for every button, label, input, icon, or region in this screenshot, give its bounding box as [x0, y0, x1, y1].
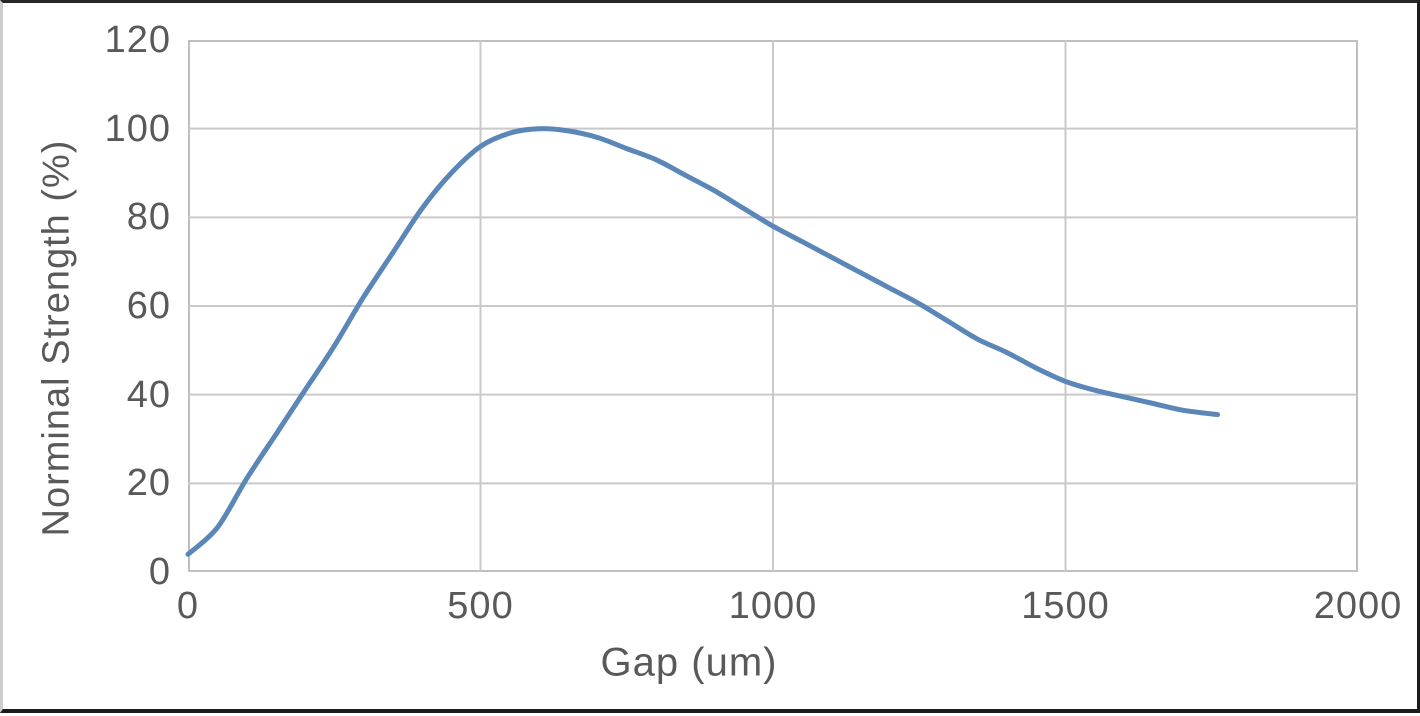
y-tick-label: 120 — [105, 18, 171, 62]
x-axis-title: Gap (um) — [601, 641, 778, 686]
x-tick-label: 0 — [177, 584, 199, 628]
x-tick-label: 500 — [447, 584, 513, 628]
x-tick-label: 2000 — [1314, 584, 1403, 628]
x-tick-label: 1000 — [729, 584, 818, 628]
gridlines — [188, 40, 1358, 572]
strength-curve — [188, 129, 1218, 555]
chart-canvas — [188, 40, 1358, 572]
y-tick-label: 100 — [105, 107, 171, 151]
plot-area — [188, 40, 1358, 572]
x-axis-tick-labels: 0 500 1000 1500 2000 — [3, 584, 1420, 628]
y-tick-label: 20 — [127, 461, 171, 505]
y-tick-label: 60 — [127, 284, 171, 328]
x-tick-label: 1500 — [1021, 584, 1110, 628]
y-tick-label: 80 — [127, 195, 171, 239]
y-axis-title: Norminal Strength (%) — [36, 140, 79, 537]
y-tick-label: 40 — [127, 373, 171, 417]
